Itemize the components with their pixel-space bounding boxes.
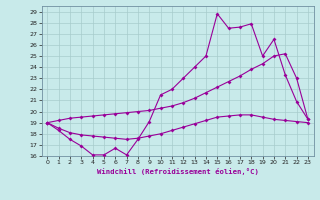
X-axis label: Windchill (Refroidissement éolien,°C): Windchill (Refroidissement éolien,°C) [97, 168, 259, 175]
